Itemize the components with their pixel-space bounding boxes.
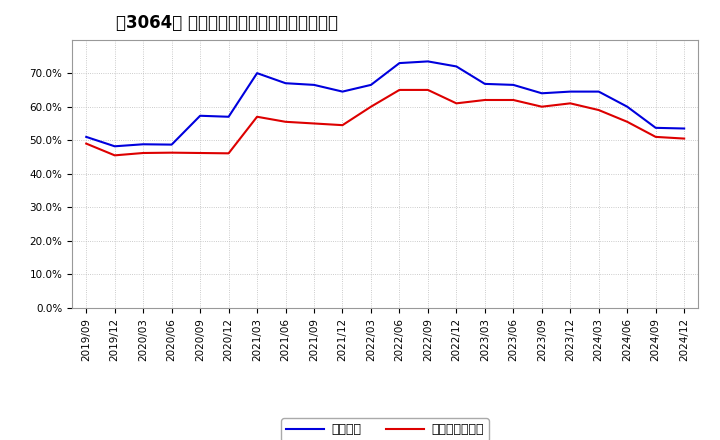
Text: ［3064］ 固定比率、固定長期適合率の推移: ［3064］ 固定比率、固定長期適合率の推移 (116, 15, 338, 33)
Line: 固定比率: 固定比率 (86, 62, 684, 146)
固定比率 (680, 126, 688, 131)
固定比率 (366, 82, 375, 88)
固定比率 (452, 64, 461, 69)
固定長期適合率 (110, 153, 119, 158)
固定長期適合率 (509, 97, 518, 103)
固定長期適合率 (253, 114, 261, 119)
固定長期適合率 (82, 141, 91, 146)
固定長期適合率 (680, 136, 688, 141)
固定比率 (167, 142, 176, 147)
固定比率 (423, 59, 432, 64)
固定長期適合率 (167, 150, 176, 155)
固定比率 (310, 82, 318, 88)
固定比率 (282, 81, 290, 86)
固定長期適合率 (537, 104, 546, 109)
固定比率 (338, 89, 347, 94)
固定長期適合率 (139, 150, 148, 156)
固定比率 (82, 134, 91, 139)
固定比率 (196, 113, 204, 118)
固定長期適合率 (282, 119, 290, 125)
固定比率 (110, 143, 119, 149)
Line: 固定長期適合率: 固定長期適合率 (86, 90, 684, 155)
固定比率 (652, 125, 660, 131)
固定長期適合率 (595, 107, 603, 113)
固定比率 (509, 82, 518, 88)
固定長期適合率 (566, 101, 575, 106)
固定長期適合率 (225, 150, 233, 156)
固定比率 (623, 104, 631, 109)
固定長期適合率 (196, 150, 204, 156)
固定長期適合率 (652, 134, 660, 139)
固定長期適合率 (338, 122, 347, 128)
固定長期適合率 (452, 101, 461, 106)
固定比率 (537, 91, 546, 96)
固定長期適合率 (623, 119, 631, 125)
固定比率 (595, 89, 603, 94)
Legend: 固定比率, 固定長期適合率: 固定比率, 固定長期適合率 (282, 418, 489, 440)
固定比率 (480, 81, 489, 87)
固定比率 (253, 70, 261, 76)
固定長期適合率 (310, 121, 318, 126)
固定長期適合率 (423, 87, 432, 92)
固定長期適合率 (480, 97, 489, 103)
固定比率 (395, 60, 404, 66)
固定比率 (225, 114, 233, 119)
固定比率 (139, 142, 148, 147)
固定長期適合率 (395, 87, 404, 92)
固定長期適合率 (366, 104, 375, 109)
固定比率 (566, 89, 575, 94)
